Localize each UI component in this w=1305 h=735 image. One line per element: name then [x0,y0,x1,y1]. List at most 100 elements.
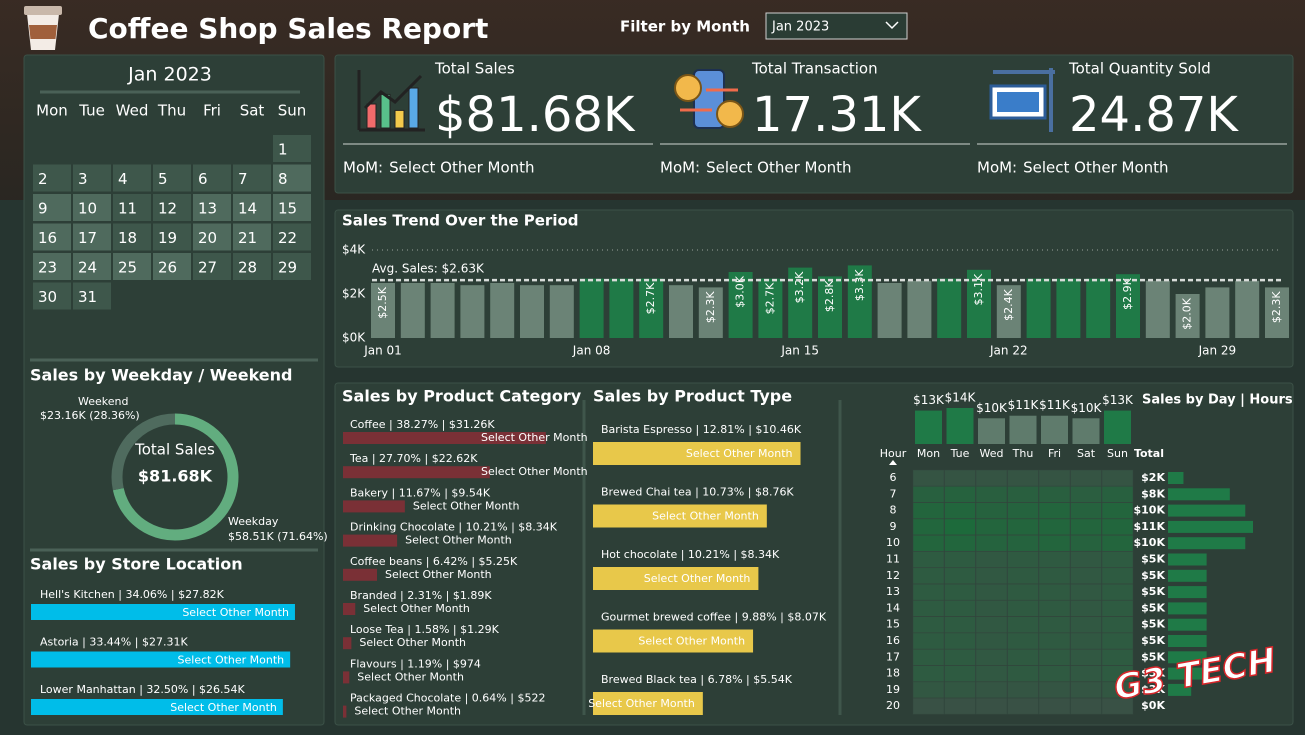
calendar-day-cell [33,194,71,221]
dropdown-chevron [885,21,899,30]
bar [1168,520,1253,533]
section-title: Sales by Store Location [30,555,243,574]
heat-cell [975,600,1008,617]
heat-cell [1070,551,1102,568]
calendar-day-number: 23 [38,259,57,277]
heat-cell [912,649,945,666]
bar [639,278,664,338]
trend-panel [334,209,1294,368]
x-tick-label: Jan 01 [363,344,402,358]
kpi-value: $81.68K [435,87,636,143]
heat-cell [1101,583,1134,601]
heat-cell [1038,665,1071,682]
heat-cell [1007,616,1039,633]
heat-cell [975,583,1008,601]
bar-value-label: $2.5K [376,286,389,318]
bar [1235,280,1260,338]
bar [593,442,801,465]
heat-cell [1007,469,1039,487]
hour-label: 16 [886,634,900,647]
heat-cell [944,469,976,487]
heat-cell [1038,632,1071,650]
heat-cell [1101,502,1134,519]
heat-cell [912,502,945,519]
kpi-icon [674,69,744,129]
calendar-day-cell [233,223,271,251]
heat-cell [912,567,945,585]
day-label: Tue [950,447,970,460]
weekday-label: Fri [203,102,221,120]
month-dropdown[interactable] [765,12,908,40]
calendar-day-number: 24 [78,259,97,277]
hour-label: 15 [886,618,900,631]
calendar-day-cell [193,194,231,221]
day-label: Wed [980,447,1004,460]
category-label: Packaged Chocolate | 0.64% | $522 [350,692,545,705]
calendar-day-number: 6 [198,170,208,188]
calendar-day-number: 2 [38,170,48,188]
heat-cell [1101,681,1134,699]
donut-legend-value: $58.51K (71.64%) [228,530,328,543]
heat-cell [1101,632,1134,650]
hour-total-label: $5K [1141,553,1165,566]
bar [1168,586,1207,599]
bar-value-label: $2.3K [1270,291,1283,323]
donut-center-value: $81.68K [138,467,213,486]
calendar-day-number: 18 [118,229,137,247]
heat-cell [1007,486,1039,503]
icon-part [680,88,738,112]
bar-value-label: $2.9K [1121,277,1134,309]
x-tick-label: Jan 29 [1198,344,1237,358]
heat-cell [1038,551,1071,568]
heat-cell [1101,665,1134,682]
weekday-label: Tue [78,102,105,120]
section-title: Sales by Day | Hours [1142,393,1293,408]
heat-cell [1070,518,1102,536]
type-label: Brewed Chai tea | 10.73% | $8.76K [601,486,794,499]
calendar-day-number: 20 [198,229,217,247]
calendar-day-number: 8 [278,170,288,188]
heat-cell [1070,502,1102,519]
heat-cell [1101,567,1134,585]
bar-value-label: $2.7K [763,282,776,314]
bar-note: Select Other Month [652,510,759,523]
calendar-day-cell [273,194,311,221]
bar [1168,683,1192,696]
bar [758,278,783,338]
bar [877,283,902,338]
icon-part [380,93,391,129]
heat-cell [1038,567,1071,585]
heat-cell [944,665,976,682]
kpi-mom-label: MoM: [660,159,700,177]
bar-value-label: $2.8K [823,280,836,312]
bar-note: Select Other Month [357,670,464,683]
kpi-label: Total Quantity Sold [1068,60,1211,78]
calendar-day-number: 22 [278,229,297,247]
heat-cell [1007,697,1039,715]
bar [31,604,295,620]
bar [1086,278,1111,338]
heat-cell [1007,632,1039,650]
bar [818,276,842,338]
heat-cell [975,697,1008,715]
category-label: Coffee beans | 6.42% | $5.25K [350,555,518,568]
bar-note: Select Other Month [354,705,461,718]
heat-cell [1007,600,1039,617]
day-total-label: $13K [913,393,945,407]
day-label: Sat [1077,447,1096,460]
heat-cell [1101,600,1134,617]
heat-cell [912,486,945,503]
hour-total-label: $2K [1141,471,1165,484]
bar-note: Select Other Month [385,568,492,581]
category-label: Drinking Chocolate | 10.21% | $8.34K [350,521,558,534]
hour-total-label: $11K [1134,520,1166,533]
kpi-mom-value: Select Other Month [389,159,534,177]
bar [1145,280,1170,338]
hour-label: 11 [886,553,900,566]
x-tick-label: Jan 15 [780,344,819,358]
day-total-label: $10K [1071,401,1103,415]
filter-value[interactable]: Jan 2023 [771,20,829,35]
kpi-icon [989,68,1055,132]
filter-label: Filter by Month [620,18,750,36]
heat-cell [944,616,976,633]
